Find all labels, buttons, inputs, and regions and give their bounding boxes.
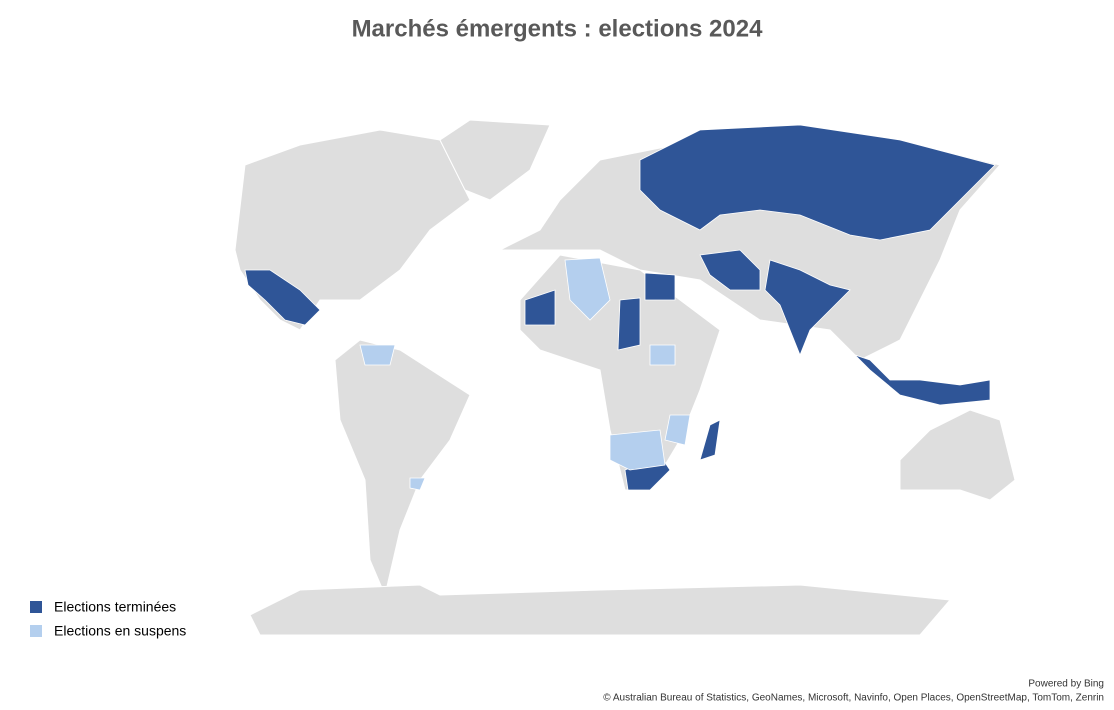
powered-by: Powered by Bing xyxy=(1028,679,1104,690)
antarctica xyxy=(249,584,952,636)
country xyxy=(664,414,691,446)
country xyxy=(699,249,761,291)
country xyxy=(244,269,321,326)
country xyxy=(617,297,641,351)
attribution: © Australian Bureau of Statistics, GeoNa… xyxy=(603,693,1104,704)
country xyxy=(649,344,676,366)
legend: Elections terminées Elections en suspens xyxy=(30,599,186,639)
legend-swatch xyxy=(30,625,42,637)
country xyxy=(764,259,851,357)
title: Marchés émergents : elections 2024 xyxy=(352,15,764,42)
australia xyxy=(899,409,1016,501)
legend-label: Elections terminées xyxy=(54,599,176,615)
legend-swatch xyxy=(30,601,42,613)
country xyxy=(359,344,396,366)
country xyxy=(639,124,996,241)
legend-label: Elections en suspens xyxy=(54,623,186,639)
country xyxy=(564,257,611,321)
countries xyxy=(244,124,996,491)
greenland xyxy=(439,119,551,201)
country xyxy=(644,272,676,301)
country xyxy=(409,477,426,491)
country xyxy=(609,429,666,471)
north-america xyxy=(234,129,471,331)
country xyxy=(524,289,556,326)
country xyxy=(699,419,721,461)
country xyxy=(854,354,991,406)
